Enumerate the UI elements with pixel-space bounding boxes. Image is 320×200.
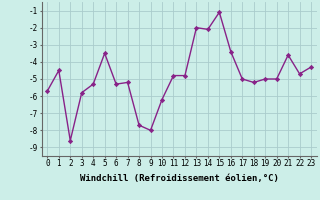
- X-axis label: Windchill (Refroidissement éolien,°C): Windchill (Refroidissement éolien,°C): [80, 174, 279, 183]
